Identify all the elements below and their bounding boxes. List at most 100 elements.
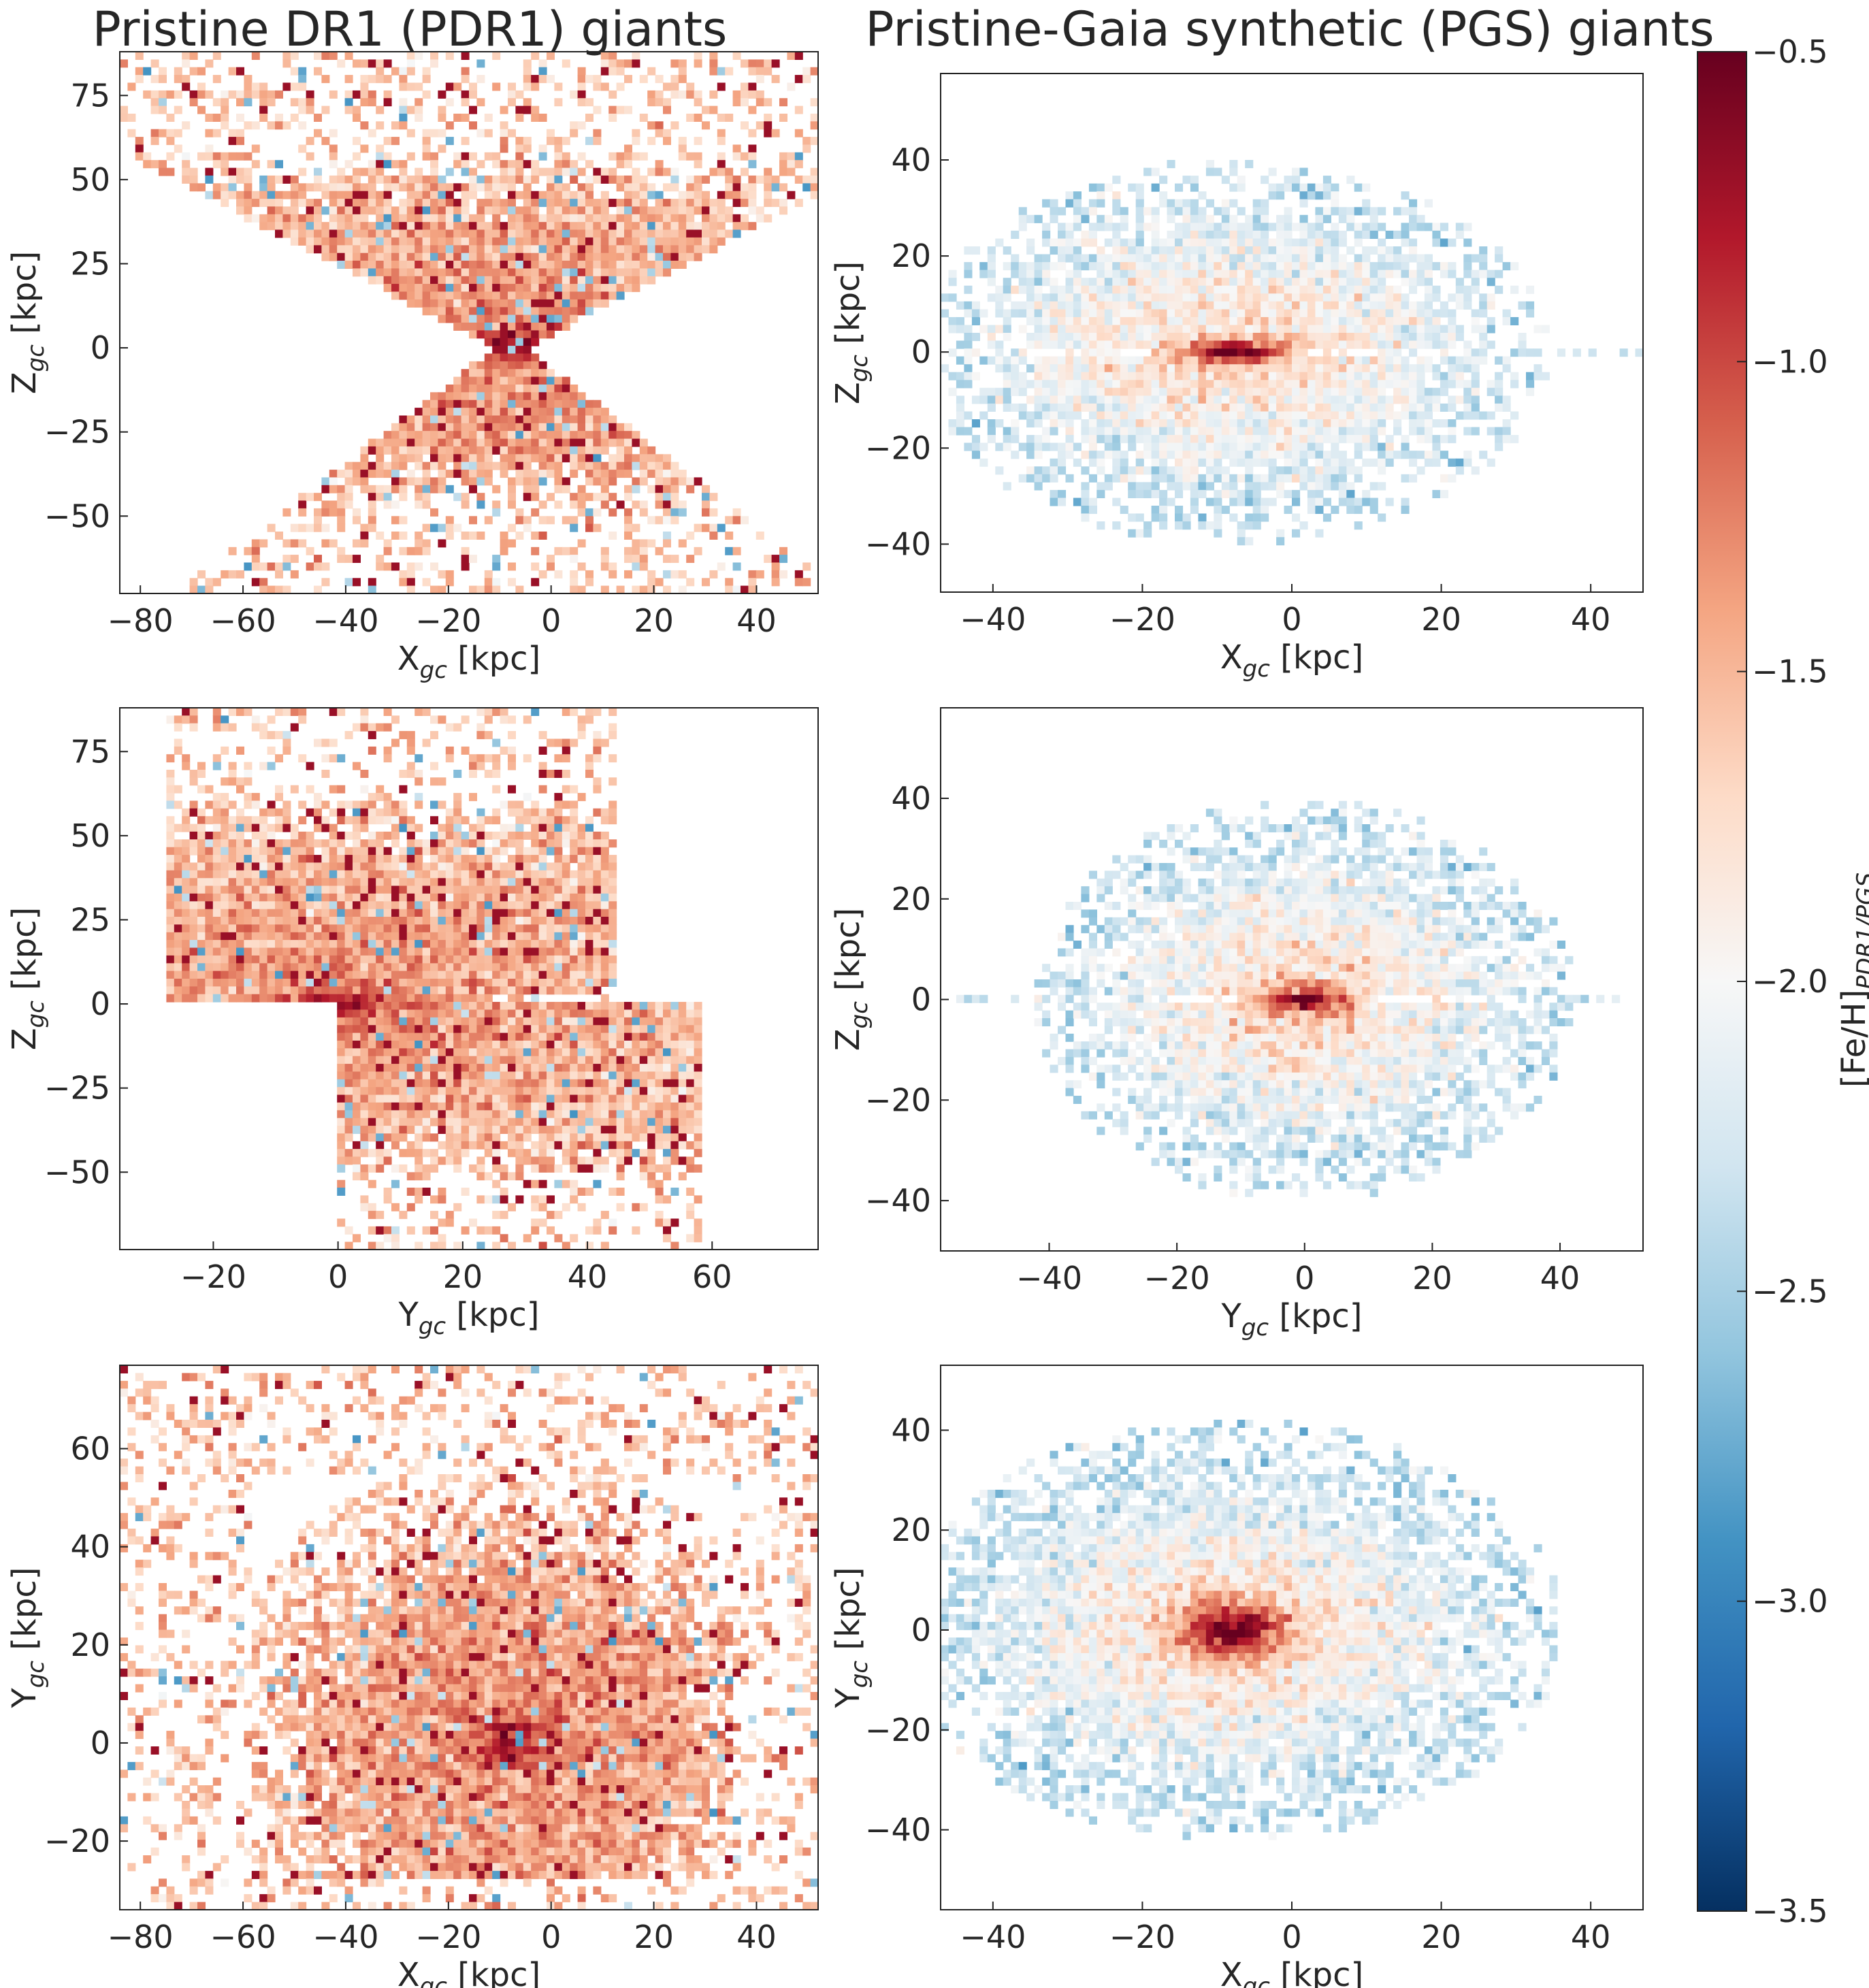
- heatmap-cell: [476, 307, 485, 316]
- heatmap-cell: [484, 369, 493, 378]
- heatmap-cell: [298, 229, 307, 238]
- heatmap-cell: [600, 408, 609, 417]
- heatmap-cell: [1307, 223, 1316, 231]
- heatmap-cell: [461, 199, 470, 208]
- heatmap-cell: [1440, 340, 1448, 349]
- heatmap-cell: [1034, 285, 1043, 294]
- heatmap-cell: [1034, 340, 1043, 349]
- heatmap-cell: [1362, 419, 1371, 428]
- heatmap-cell: [979, 411, 988, 420]
- heatmap-cell: [1245, 325, 1254, 333]
- heatmap-cell: [1026, 238, 1035, 247]
- heatmap-cell: [383, 98, 392, 107]
- heatmap-cell: [159, 105, 167, 114]
- heatmap-cell: [1229, 285, 1238, 294]
- heatmap-cell: [221, 955, 229, 964]
- heatmap-cell: [1315, 207, 1324, 216]
- heatmap-cell: [1205, 254, 1214, 263]
- heatmap-cell: [500, 369, 508, 378]
- heatmap-cell: [1018, 474, 1027, 483]
- heatmap-cell: [1292, 348, 1301, 357]
- heatmap-cell: [1252, 254, 1261, 263]
- heatmap-cell: [1058, 451, 1067, 459]
- x-tick-label: 40: [736, 602, 777, 639]
- heatmap-cell: [1042, 309, 1051, 318]
- heatmap-cell: [1307, 498, 1316, 506]
- heatmap-cell: [577, 245, 586, 254]
- heatmap-cell: [1214, 333, 1222, 342]
- heatmap-cell: [538, 376, 547, 385]
- heatmap-cell: [1229, 246, 1238, 255]
- heatmap-cell: [1369, 482, 1378, 491]
- heatmap-cell: [1096, 199, 1105, 208]
- heatmap-cell: [995, 419, 1004, 428]
- heatmap-cell: [422, 438, 431, 447]
- heatmap-cell: [321, 508, 330, 517]
- heatmap-cell: [1104, 270, 1113, 278]
- heatmap-cell: [1135, 262, 1144, 271]
- heatmap-cell: [577, 82, 586, 91]
- heatmap-cell: [1190, 230, 1199, 239]
- heatmap-cell: [538, 261, 547, 269]
- heatmap-cell: [1081, 387, 1090, 396]
- right-column-title: Pristine-Gaia synthetic (PGS) giants: [865, 1, 1714, 57]
- heatmap-cell: [1486, 301, 1495, 310]
- heatmap-cell: [1463, 285, 1472, 294]
- heatmap-cell: [647, 461, 656, 470]
- heatmap-cell: [1409, 395, 1418, 404]
- heatmap-cell: [1510, 435, 1519, 444]
- heatmap-cell: [1221, 380, 1230, 389]
- heatmap-cell: [531, 214, 540, 223]
- heatmap-cell: [1065, 419, 1074, 428]
- heatmap-cell: [678, 75, 687, 84]
- heatmap-cell: [1143, 466, 1152, 475]
- heatmap-cell: [1463, 270, 1472, 278]
- heatmap-cell: [1307, 246, 1316, 255]
- heatmap-cell: [1120, 451, 1128, 459]
- heatmap-cell: [353, 261, 361, 269]
- heatmap-cell: [1104, 380, 1113, 389]
- heatmap-cell: [1299, 254, 1308, 263]
- heatmap-cell: [562, 284, 570, 293]
- heatmap-cell: [1299, 466, 1308, 475]
- heatmap-cell: [570, 129, 579, 137]
- heatmap-cell: [406, 59, 415, 68]
- heatmap-cell: [221, 777, 229, 786]
- heatmap-cell: [971, 435, 980, 444]
- heatmap-cell: [585, 206, 594, 215]
- heatmap-cell: [1167, 419, 1175, 428]
- heatmap-cell: [538, 191, 547, 199]
- heatmap-cell: [741, 183, 749, 192]
- heatmap-cell: [547, 245, 555, 254]
- heatmap-cell: [1221, 427, 1230, 436]
- heatmap-cell: [298, 167, 307, 176]
- heatmap-cell: [979, 387, 988, 396]
- heatmap-cell: [174, 932, 182, 941]
- heatmap-cell: [445, 206, 454, 215]
- heatmap-cell: [1401, 278, 1410, 287]
- heatmap-cell: [212, 893, 221, 902]
- heatmap-cell: [1221, 278, 1230, 287]
- heatmap-cell: [500, 291, 508, 300]
- heatmap-cell: [267, 731, 276, 740]
- heatmap-cell: [1245, 387, 1254, 396]
- heatmap-cell: [1128, 285, 1137, 294]
- axes-frame-pdr1_xz: [119, 51, 819, 594]
- heatmap-cell: [461, 307, 470, 316]
- heatmap-cell: [182, 847, 191, 856]
- heatmap-cell: [1495, 380, 1504, 389]
- heatmap-cell: [538, 222, 547, 231]
- heatmap-cell: [259, 183, 268, 192]
- heatmap-cell: [492, 183, 501, 192]
- heatmap-cell: [585, 137, 594, 146]
- heatmap-cell: [1175, 183, 1184, 192]
- heatmap-cell: [1167, 380, 1175, 389]
- heatmap-cell: [430, 160, 438, 169]
- heatmap-cell: [484, 323, 493, 331]
- heatmap-cell: [500, 245, 508, 254]
- x-tick-label: −80: [108, 602, 174, 639]
- heatmap-cell: [383, 485, 392, 493]
- heatmap-cell: [1190, 223, 1199, 231]
- heatmap-cell: [461, 470, 470, 478]
- heatmap-cell: [1143, 207, 1152, 216]
